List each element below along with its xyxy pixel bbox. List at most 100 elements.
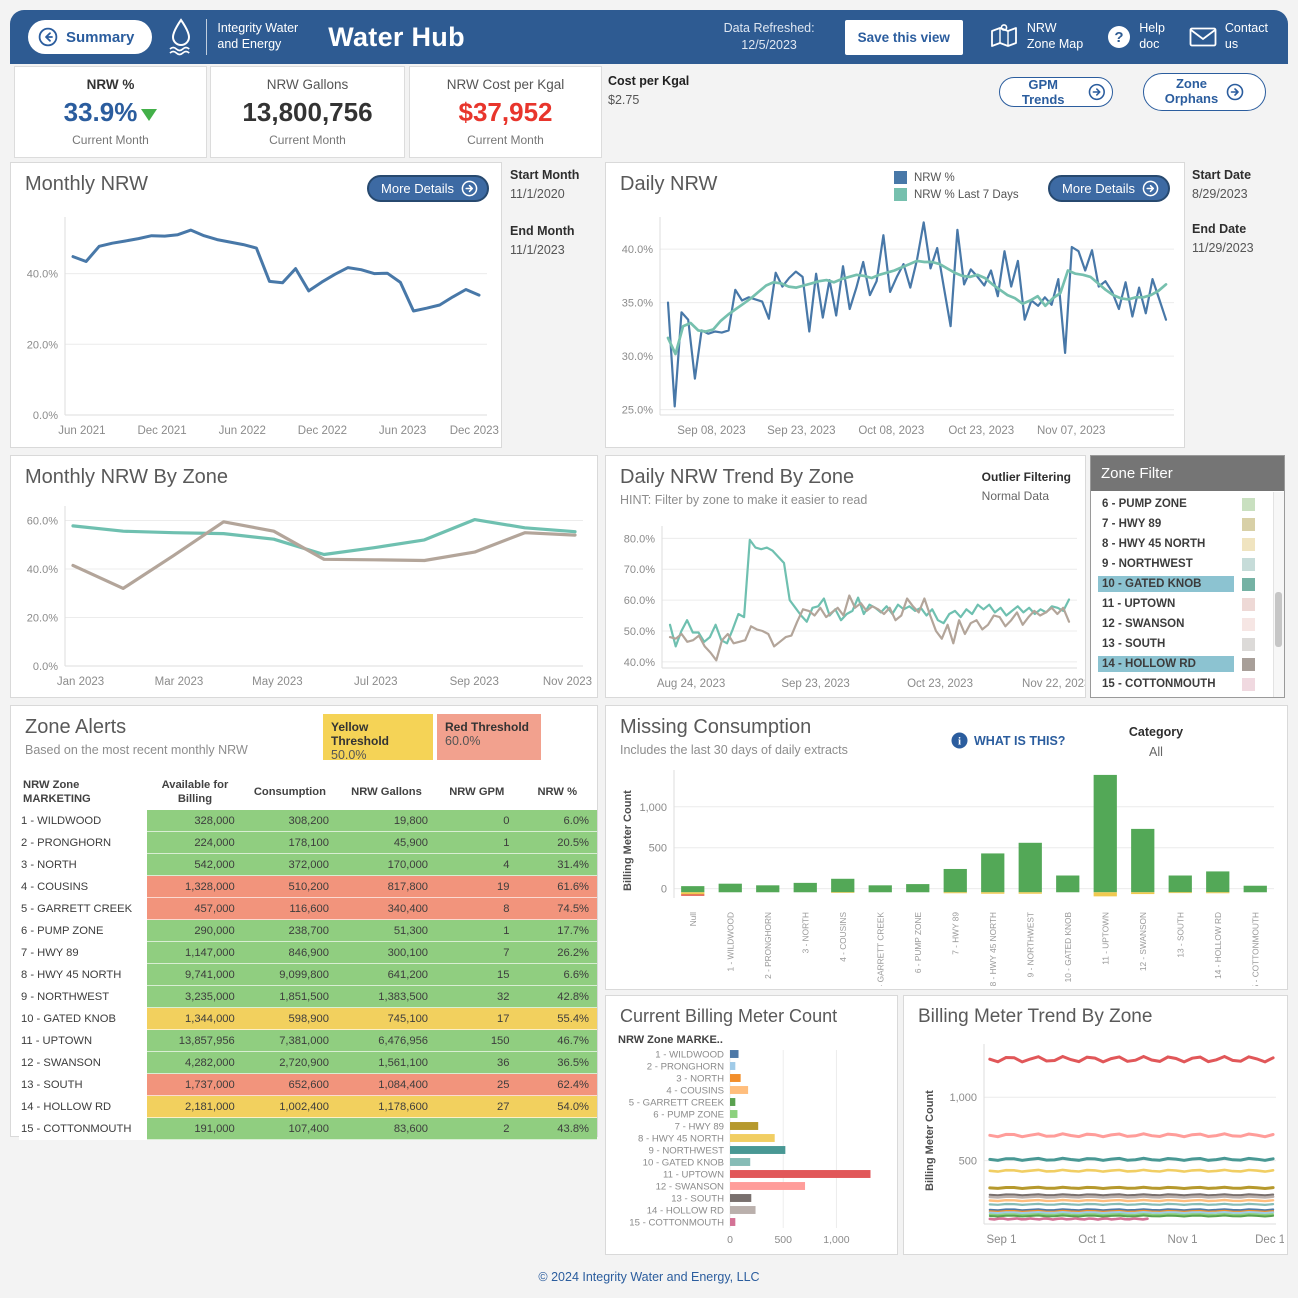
value-cell: 55.4% [517, 1007, 597, 1030]
svg-text:Dec 2023: Dec 2023 [450, 425, 499, 437]
scrollbar-thumb[interactable] [1275, 592, 1282, 647]
value-cell: 32 [436, 985, 518, 1008]
value-cell: 83,600 [336, 1117, 437, 1140]
value-cell: 1,383,500 [336, 985, 437, 1008]
value-cell: 542,000 [147, 853, 243, 876]
daily-nrw-chart[interactable]: 25.0% 30.0% 35.0% 40.0% Sep 08, 2023 Sep 23, … [608, 211, 1184, 445]
outlier-filtering[interactable]: Outlier Filtering Normal Data [981, 470, 1071, 504]
svg-text:4 - COUSINS: 4 - COUSINS [838, 912, 848, 962]
zone-alerts-row[interactable]: 1 - WILDWOOD 328,000 308,200 19,800 0 6.0% [19, 810, 597, 832]
save-this-view-button[interactable]: Save this view [844, 19, 963, 55]
category-filter[interactable]: Category All [1128, 725, 1184, 759]
value-cell: 9,099,800 [242, 963, 337, 986]
zone-alerts-row[interactable]: 11 - UPTOWN 13,857,956 7,381,000 6,476,956 1… [19, 1029, 597, 1052]
svg-text:1 - WILDWOOD: 1 - WILDWOOD [655, 1049, 724, 1060]
zone-alerts-row[interactable]: 10 - GATED KNOB 1,344,000 598,900 745,100 17… [19, 1007, 597, 1030]
zone-filter-item[interactable]: 6 - PUMP ZONE [1091, 494, 1284, 514]
column-header: Available for Billing [161, 779, 229, 805]
zone-alerts-row[interactable]: 14 - HOLLOW RD 2,181,000 1,002,400 1,178,60… [19, 1095, 597, 1118]
value-cell: 36.5% [517, 1051, 597, 1074]
nrw-zone-map-button[interactable]: NRW Zone Map [989, 21, 1083, 52]
missing-consumption-svg: 0 500 1,000 Null 1 - WILDWOOD 2 - PRONGHORN 3 … [639, 770, 1274, 986]
svg-text:Dec 2021: Dec 2021 [137, 425, 186, 437]
svg-text:2 - PRONGHORN: 2 - PRONGHORN [763, 912, 773, 979]
value-cell: 1,084,400 [336, 1073, 437, 1096]
svg-text:9 - NORTHWEST: 9 - NORTHWEST [648, 1145, 724, 1156]
monthly-nrw-by-zone-chart[interactable]: 0.0% 20.0% 40.0% 60.0% Jan 2023 Mar 2023 May 2… [13, 496, 595, 694]
monthly-nrw-chart[interactable]: 0.0% 20.0% 40.0% Jun 2021 Dec 2021 Jun 2022 De… [13, 205, 499, 445]
zone-filter-item[interactable]: 13 - SOUTH [1091, 634, 1284, 654]
summary-button[interactable]: Summary [28, 20, 153, 54]
help-doc-button[interactable]: ? Help doc [1107, 21, 1165, 52]
value-cell: 116,600 [242, 897, 337, 920]
zone-name-cell: 6 - PUMP ZONE [19, 919, 148, 942]
end-date-label: End Date 11/29/2023 [1192, 222, 1254, 255]
zone-filter-item[interactable]: 7 - HWY 89 [1091, 514, 1284, 534]
missing-consumption-chart[interactable]: 0 500 1,000 Null 1 - WILDWOOD 2 - PRONGHORN 3 … [632, 764, 1282, 986]
svg-text:6 - PUMP ZONE: 6 - PUMP ZONE [653, 1109, 724, 1120]
value-cell: 150 [436, 1029, 518, 1052]
svg-text:500: 500 [774, 1234, 792, 1246]
zone-alerts-row[interactable]: 9 - NORTHWEST 3,235,000 1,851,500 1,383,500… [19, 985, 597, 1008]
zone-alerts-row[interactable]: 3 - NORTH 542,000 372,000 170,000 4 31.4% [19, 853, 597, 876]
value-cell: 170,000 [336, 853, 437, 876]
start-month-label: Start Month 11/1/2020 [510, 168, 580, 201]
zone-filter-item[interactable]: 14 - HOLLOW RD [1091, 654, 1284, 674]
info-icon: i [951, 732, 968, 749]
zone-alerts-row[interactable]: 7 - HWY 89 1,147,000 846,900 300,100 7 26.2% [19, 941, 597, 964]
daily-nrw-trend-chart[interactable]: 40.0% 50.0% 60.0% 70.0% 80.0% Aug 24, 2023 Sep… [608, 522, 1085, 694]
daily-nrw-by-zone-svg: 40.0% 50.0% 60.0% 70.0% 80.0% Aug 24, 2023 Sep… [624, 526, 1085, 690]
more-details-button[interactable]: More Details [367, 175, 489, 202]
zone-alerts-row[interactable]: 15 - COTTONMOUTH 191,000 107,400 83,600 2 43.… [19, 1117, 597, 1140]
zone-filter-item[interactable]: 12 - SWANSON [1091, 614, 1284, 634]
billing-meter-trend-svg: 500 1,000 Sep 1 Oct 1 Nov 1 Dec 1 [949, 1044, 1284, 1246]
value-cell: 1,147,000 [147, 941, 243, 964]
zone-color-swatch [1242, 517, 1255, 531]
zone-filter-item[interactable]: 15 - COTTONMOUTH [1091, 674, 1284, 694]
monthly-nrw-panel: Monthly NRW More Details 0.0% 20.0% 40.0% J… [10, 162, 502, 448]
zone-alerts-row[interactable]: 6 - PUMP ZONE 290,000 238,700 51,300 1 17.7% [19, 919, 597, 942]
gpm-trends-button[interactable]: GPM Trends [999, 77, 1113, 107]
zone-alerts-row[interactable]: 5 - GARRETT CREEK 457,000 116,600 340,400 8 7… [19, 897, 597, 920]
zone-filter-item[interactable]: 8 - HWY 45 NORTH [1091, 534, 1284, 554]
zone-name-cell: 5 - GARRETT CREEK [19, 897, 148, 920]
value-cell: 6,476,956 [336, 1029, 437, 1052]
zone-alerts-row[interactable]: 13 - SOUTH 1,737,000 652,600 1,084,400 25 62.… [19, 1073, 597, 1096]
value-cell: 6.6% [517, 963, 597, 986]
zone-name-cell: 13 - SOUTH [19, 1073, 148, 1096]
svg-text:11 - UPTOWN: 11 - UPTOWN [1100, 912, 1110, 965]
contact-us-button[interactable]: Contact us [1189, 21, 1268, 52]
svg-text:50.0%: 50.0% [624, 626, 655, 638]
brand-logo: Integrity Water and Energy [166, 18, 298, 56]
zone-alerts-panel: Zone Alerts Based on the most recent mon… [10, 705, 598, 1140]
zone-orphans-button[interactable]: Zone Orphans [1143, 73, 1266, 111]
svg-text:40.0%: 40.0% [622, 244, 653, 256]
value-cell: 2,720,900 [242, 1051, 337, 1074]
svg-text:?: ? [1115, 29, 1124, 46]
what-is-this-link[interactable]: i WHAT IS THIS? [951, 732, 1065, 749]
value-cell: 300,100 [336, 941, 437, 964]
value-cell: 61.6% [517, 875, 597, 898]
billing-trend-chart[interactable]: 500 1,000 Sep 1 Oct 1 Nov 1 Dec 1 [938, 1038, 1284, 1250]
zone-alerts-row[interactable]: 8 - HWY 45 NORTH 9,741,000 9,099,800 641,20… [19, 963, 597, 986]
brand-name: Integrity Water and Energy [217, 21, 299, 51]
value-cell: 340,400 [336, 897, 437, 920]
trend-down-icon [141, 109, 158, 121]
value-cell: 224,000 [147, 831, 243, 854]
value-cell: 1 [436, 831, 518, 854]
zone-name-cell: 1 - WILDWOOD [19, 810, 148, 832]
svg-text:35.0%: 35.0% [622, 298, 653, 310]
zone-filter-item[interactable]: 9 - NORTHWEST [1091, 554, 1284, 574]
zone-alerts-row[interactable]: 12 - SWANSON 4,282,000 2,720,900 1,561,100 3… [19, 1051, 597, 1074]
current-billing-chart[interactable]: 0 500 1,000 1 - WILDWOOD 2 - PRONGHORN 3 - NO… [612, 1048, 893, 1250]
zone-filter-item[interactable]: 10 - GATED KNOB [1091, 574, 1284, 594]
zone-filter-item[interactable]: 11 - UPTOWN [1091, 594, 1284, 614]
svg-text:Jul 2023: Jul 2023 [354, 676, 397, 688]
zone-alerts-row[interactable]: 2 - PRONGHORN 224,000 178,100 45,900 1 20.5% [19, 831, 597, 854]
kpi-nrw-percent: NRW % 33.9% Current Month [14, 66, 207, 158]
daily-nrw-trend-title: Daily NRW Trend By Zone [620, 466, 855, 488]
zone-filter-scrollbar[interactable] [1273, 492, 1284, 697]
page-title: Water Hub [328, 21, 465, 52]
zone-alerts-row[interactable]: 4 - COUSINS 1,328,000 510,200 817,800 19 61.6… [19, 875, 597, 898]
more-details-button[interactable]: More Details [1048, 175, 1170, 202]
